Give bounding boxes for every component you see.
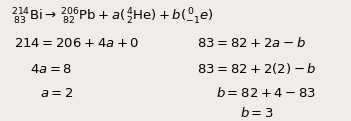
Text: $214 = 206 + 4a + 0$: $214 = 206 + 4a + 0$: [14, 37, 139, 50]
Text: $b = 3$: $b = 3$: [240, 106, 274, 120]
Text: $b = 82 + 4 - 83$: $b = 82 + 4 - 83$: [216, 86, 316, 100]
Text: $83 = 82 + 2(2) - b$: $83 = 82 + 2(2) - b$: [197, 61, 316, 76]
Text: $83 = 82 + 2a - b$: $83 = 82 + 2a - b$: [197, 36, 305, 50]
Text: $4a = 8$: $4a = 8$: [30, 63, 72, 76]
Text: $^{214}_{\;83}\mathrm{Bi} \rightarrow \,^{206}_{\;82}\mathrm{Pb} + a(^{\,4}_{\,2: $^{214}_{\;83}\mathrm{Bi} \rightarrow \,…: [11, 7, 213, 27]
Text: $a = 2$: $a = 2$: [40, 87, 74, 100]
